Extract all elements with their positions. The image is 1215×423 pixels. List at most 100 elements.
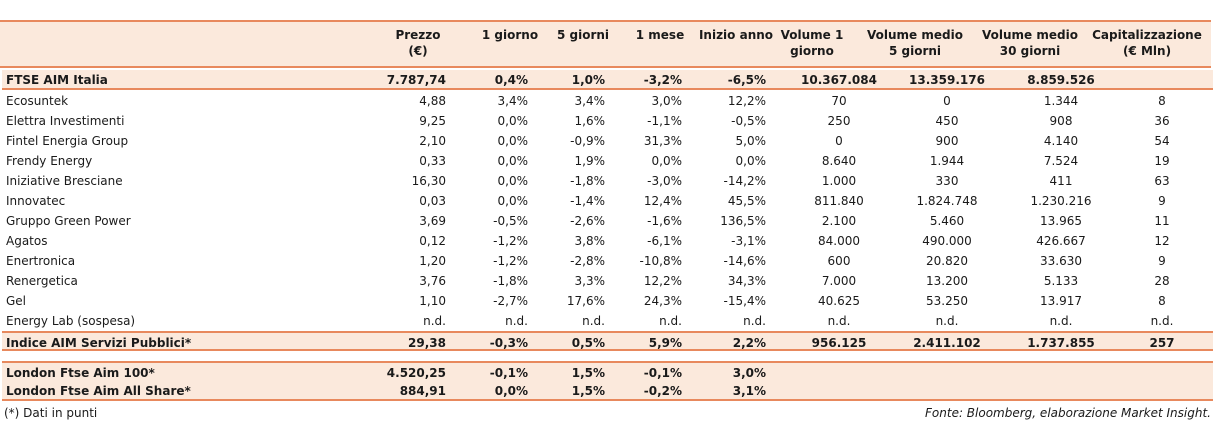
cell: 40.625 (818, 294, 860, 308)
cell: -0,5% (731, 114, 766, 128)
row-label: FTSE AIM Italia (6, 73, 108, 87)
cell: 1,0% (571, 73, 605, 87)
row-label: London Ftse Aim 100* (6, 366, 155, 380)
cell: 24,3% (643, 294, 682, 308)
cell: 600 (827, 254, 851, 268)
cell: 13.965 (1040, 214, 1082, 228)
cell: 13.200 (926, 274, 968, 288)
row-label: London Ftse Aim All Share* (6, 384, 191, 398)
cell: 330 (935, 174, 959, 188)
table-row: Agatos 0,12 -1,2% 3,8% -6,1% -3,1% 84.000 490.0… (2, 231, 1213, 251)
cell: 4.140 (1043, 134, 1079, 148)
cell: -0,3% (489, 336, 528, 350)
cell: -1,2% (493, 234, 528, 248)
cell: 1.737.855 (1027, 336, 1095, 350)
cell: 34,3% (727, 274, 766, 288)
row-label: Gruppo Green Power (6, 214, 131, 228)
cell: 5,9% (648, 336, 682, 350)
cell: 490.000 (922, 234, 972, 248)
row-label: Innovatec (6, 194, 66, 208)
cell: 0 (943, 94, 951, 108)
cell: 1,10 (419, 294, 446, 308)
cell: n.d. (505, 314, 528, 328)
cell: 411 (1049, 174, 1073, 188)
cell: 9 (1158, 194, 1166, 208)
cell: 1,6% (574, 114, 606, 128)
cell: 1.000 (821, 174, 857, 188)
cell: 900 (935, 134, 959, 148)
cell: 0 (835, 134, 843, 148)
cell: 12,4% (643, 194, 682, 208)
cell: n.d. (659, 314, 682, 328)
table-row: Elettra Investimenti 9,25 0,0% 1,6% -1,1% -0,… (2, 111, 1213, 131)
table-row: Ecosuntek 4,88 3,4% 3,4% 3,0% 12,2% 70 0 1.344 8 (2, 91, 1213, 111)
cell (799, 381, 879, 401)
cell: 426.667 (1036, 234, 1086, 248)
cell: -0,5% (493, 214, 528, 228)
cell: 12,2% (727, 94, 766, 108)
cell: -1,6% (647, 214, 682, 228)
cell (799, 363, 879, 383)
cell: n.d. (827, 314, 851, 328)
cell: n.d. (1049, 314, 1073, 328)
table-row: Gel 1,10 -2,7% 17,6% 24,3% -15,4% 40.625 53.250… (2, 291, 1213, 311)
cell: 17,6% (566, 294, 605, 308)
cell: 12 (1154, 234, 1170, 248)
cell (1132, 363, 1192, 383)
cell: -14,2% (723, 174, 766, 188)
cell: n.d. (743, 314, 766, 328)
cell: 7.000 (821, 274, 857, 288)
cell: 13.359.176 (909, 73, 985, 87)
cell: 0,12 (419, 234, 446, 248)
cell: 2,10 (419, 134, 446, 148)
column-header: Volume medio 5 giorni (867, 28, 963, 58)
cell: 9 (1158, 254, 1166, 268)
column-header: Inizio anno (698, 28, 774, 42)
cell: 1,5% (571, 384, 605, 398)
cell: 54 (1154, 134, 1170, 148)
cell: n.d. (423, 314, 446, 328)
cell: n.d. (1150, 314, 1174, 328)
column-header: 1 giorno (481, 28, 539, 42)
table-row: Iniziative Bresciane 16,30 0,0% -1,8% -3,0% -… (2, 171, 1213, 191)
cell: -6,5% (727, 73, 766, 87)
cell: 908 (1049, 114, 1073, 128)
cell: 11 (1154, 214, 1170, 228)
row-label: Ecosuntek (6, 94, 69, 108)
cell: 8.640 (821, 154, 857, 168)
cell: -1,8% (493, 274, 528, 288)
london-row: London Ftse Aim All Share* 884,91 0,0% 1,5%… (2, 381, 1213, 401)
cell: -14,6% (723, 254, 766, 268)
cell: 28 (1154, 274, 1170, 288)
cell: 0,0% (494, 384, 528, 398)
row-label: Elettra Investimenti (6, 114, 125, 128)
cell: -0,9% (570, 134, 605, 148)
cell: 16,30 (411, 174, 446, 188)
table-row: Energy Lab (sospesa) n.d. n.d. n.d. n.d. n.d.… (2, 311, 1213, 331)
cell: 1.344 (1043, 94, 1079, 108)
row-label: Gel (6, 294, 27, 308)
cell: -0,2% (643, 384, 682, 398)
cell: -2,8% (570, 254, 605, 268)
table-row: Renergetica 3,76 -1,8% 3,3% 12,2% 34,3% 7.000 1… (2, 271, 1213, 291)
cell: 4,88 (419, 94, 446, 108)
cell: -6,1% (647, 234, 682, 248)
cell: 136,5% (720, 214, 766, 228)
cell: -1,1% (647, 114, 682, 128)
row-label: Indice AIM Servizi Pubblici* (6, 336, 192, 350)
cell: n.d. (935, 314, 959, 328)
cell: 0,0% (497, 114, 529, 128)
row-label: Fintel Energia Group (6, 134, 129, 148)
cell: 63 (1154, 174, 1170, 188)
cell: 31,3% (643, 134, 682, 148)
cell: n.d. (582, 314, 605, 328)
column-header: 1 mese (635, 28, 685, 42)
cell: 20.820 (926, 254, 968, 268)
cell: 0,0% (497, 134, 529, 148)
cell: 4.520,25 (386, 366, 446, 380)
column-header: Capitalizzazione (€ Mln) (1092, 28, 1202, 58)
cell: 0,33 (419, 154, 446, 168)
cell (1016, 381, 1106, 401)
table-row: Enertronica 1,20 -1,2% -2,8% -10,8% -14,6% 600… (2, 251, 1213, 271)
table-row: Fintel Energia Group 2,10 0,0% -0,9% 31,3% 5,… (2, 131, 1213, 151)
